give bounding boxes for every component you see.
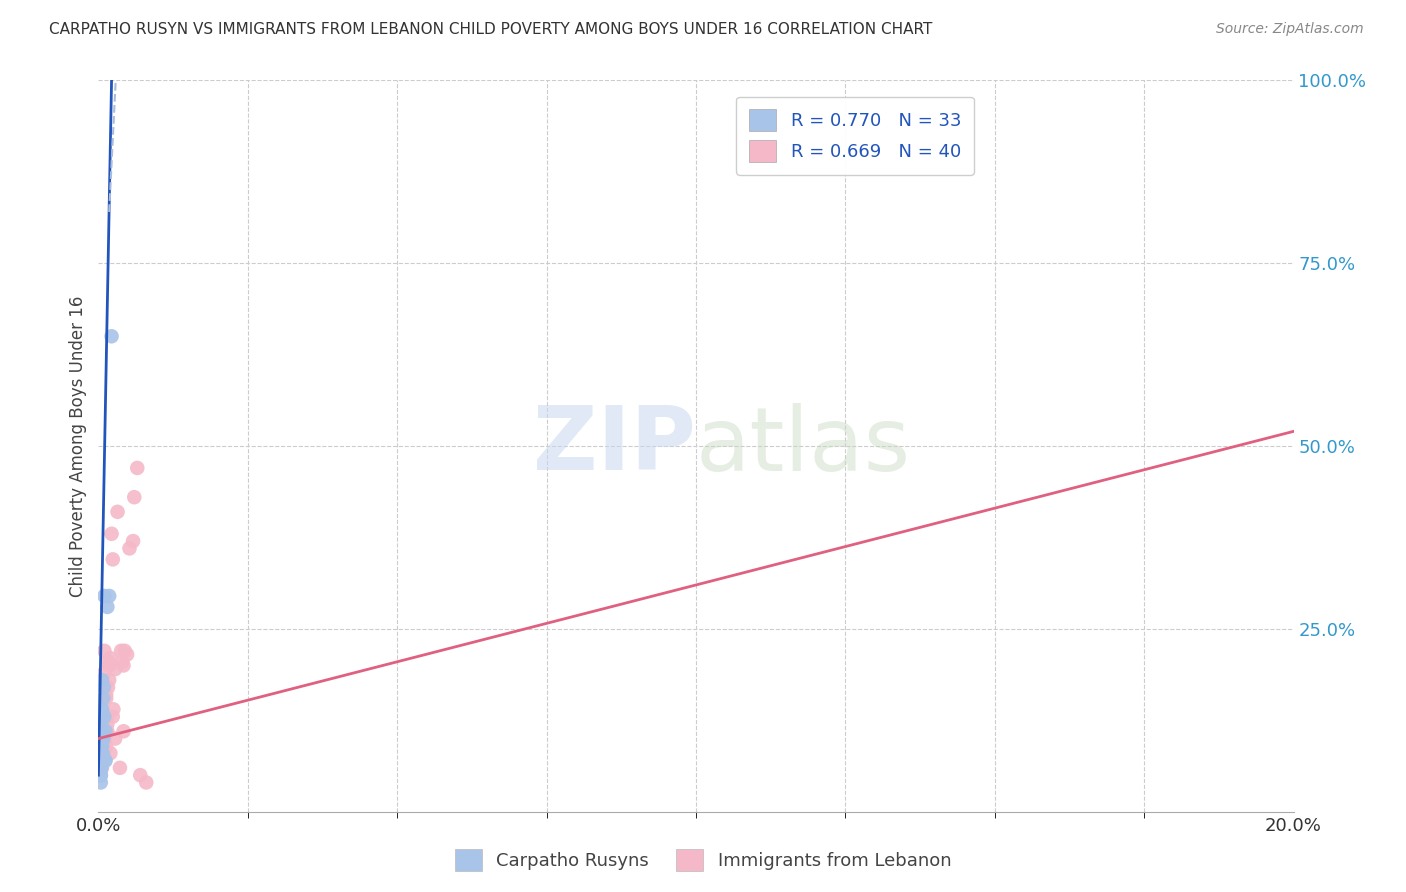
- Point: [90, 702, 112, 716]
- Point: [93, 665, 115, 680]
- Point: [110, 644, 132, 658]
- Point: [93, 724, 115, 739]
- Point: [90, 717, 112, 731]
- Point: [91, 746, 114, 760]
- Point: [96, 688, 118, 702]
- Point: [91, 731, 114, 746]
- Point: [93, 731, 115, 746]
- Point: [98, 658, 121, 673]
- Point: [90, 768, 112, 782]
- Text: ZIP: ZIP: [533, 402, 696, 490]
- Point: [107, 505, 129, 519]
- Point: [91, 739, 114, 753]
- Point: [91, 739, 114, 753]
- Point: [91, 761, 114, 775]
- Point: [104, 731, 127, 746]
- Point: [98, 589, 121, 603]
- Legend: Carpatho Rusyns, Immigrants from Lebanon: Carpatho Rusyns, Immigrants from Lebanon: [447, 842, 959, 879]
- Point: [90, 731, 112, 746]
- Point: [129, 768, 152, 782]
- Point: [93, 754, 115, 768]
- Point: [135, 775, 157, 789]
- Point: [91, 702, 114, 716]
- Point: [100, 329, 122, 343]
- Point: [98, 746, 122, 760]
- Point: [111, 655, 134, 669]
- Point: [90, 739, 112, 753]
- Point: [112, 724, 135, 739]
- Point: [124, 490, 146, 504]
- Point: [90, 731, 112, 746]
- Point: [100, 526, 122, 541]
- Point: [96, 739, 118, 753]
- Point: [90, 761, 112, 775]
- Point: [97, 681, 120, 695]
- Point: [108, 761, 131, 775]
- Point: [96, 691, 118, 706]
- Text: CARPATHO RUSYN VS IMMIGRANTS FROM LEBANON CHILD POVERTY AMONG BOYS UNDER 16 CORR: CARPATHO RUSYN VS IMMIGRANTS FROM LEBANO…: [49, 22, 932, 37]
- Point: [96, 724, 118, 739]
- Point: [94, 754, 117, 768]
- Point: [96, 717, 118, 731]
- Point: [96, 709, 118, 723]
- Point: [115, 648, 138, 662]
- Text: Source: ZipAtlas.com: Source: ZipAtlas.com: [1216, 22, 1364, 37]
- Point: [98, 651, 122, 665]
- Point: [91, 731, 114, 746]
- Point: [90, 768, 112, 782]
- Point: [112, 658, 135, 673]
- Point: [127, 461, 149, 475]
- Point: [118, 541, 141, 556]
- Point: [93, 746, 115, 760]
- Point: [90, 761, 112, 775]
- Text: atlas: atlas: [696, 402, 911, 490]
- Point: [93, 644, 115, 658]
- Point: [91, 709, 114, 723]
- Point: [103, 702, 125, 716]
- Point: [98, 673, 121, 687]
- Point: [91, 724, 114, 739]
- Point: [91, 739, 114, 753]
- Point: [90, 768, 112, 782]
- Point: [97, 655, 120, 669]
- Point: [90, 754, 112, 768]
- Point: [122, 534, 145, 549]
- Point: [90, 702, 112, 716]
- Point: [94, 724, 117, 739]
- Y-axis label: Child Poverty Among Boys Under 16: Child Poverty Among Boys Under 16: [69, 295, 87, 597]
- Point: [91, 673, 114, 687]
- Point: [101, 552, 124, 566]
- Point: [93, 589, 115, 603]
- Point: [93, 681, 115, 695]
- Point: [91, 691, 114, 706]
- Point: [90, 775, 112, 789]
- Point: [101, 709, 124, 723]
- Point: [94, 754, 117, 768]
- Point: [91, 746, 114, 760]
- Point: [93, 709, 115, 723]
- Legend: R = 0.770   N = 33, R = 0.669   N = 40: R = 0.770 N = 33, R = 0.669 N = 40: [737, 96, 974, 175]
- Point: [114, 644, 136, 658]
- Point: [96, 599, 118, 614]
- Point: [104, 662, 127, 676]
